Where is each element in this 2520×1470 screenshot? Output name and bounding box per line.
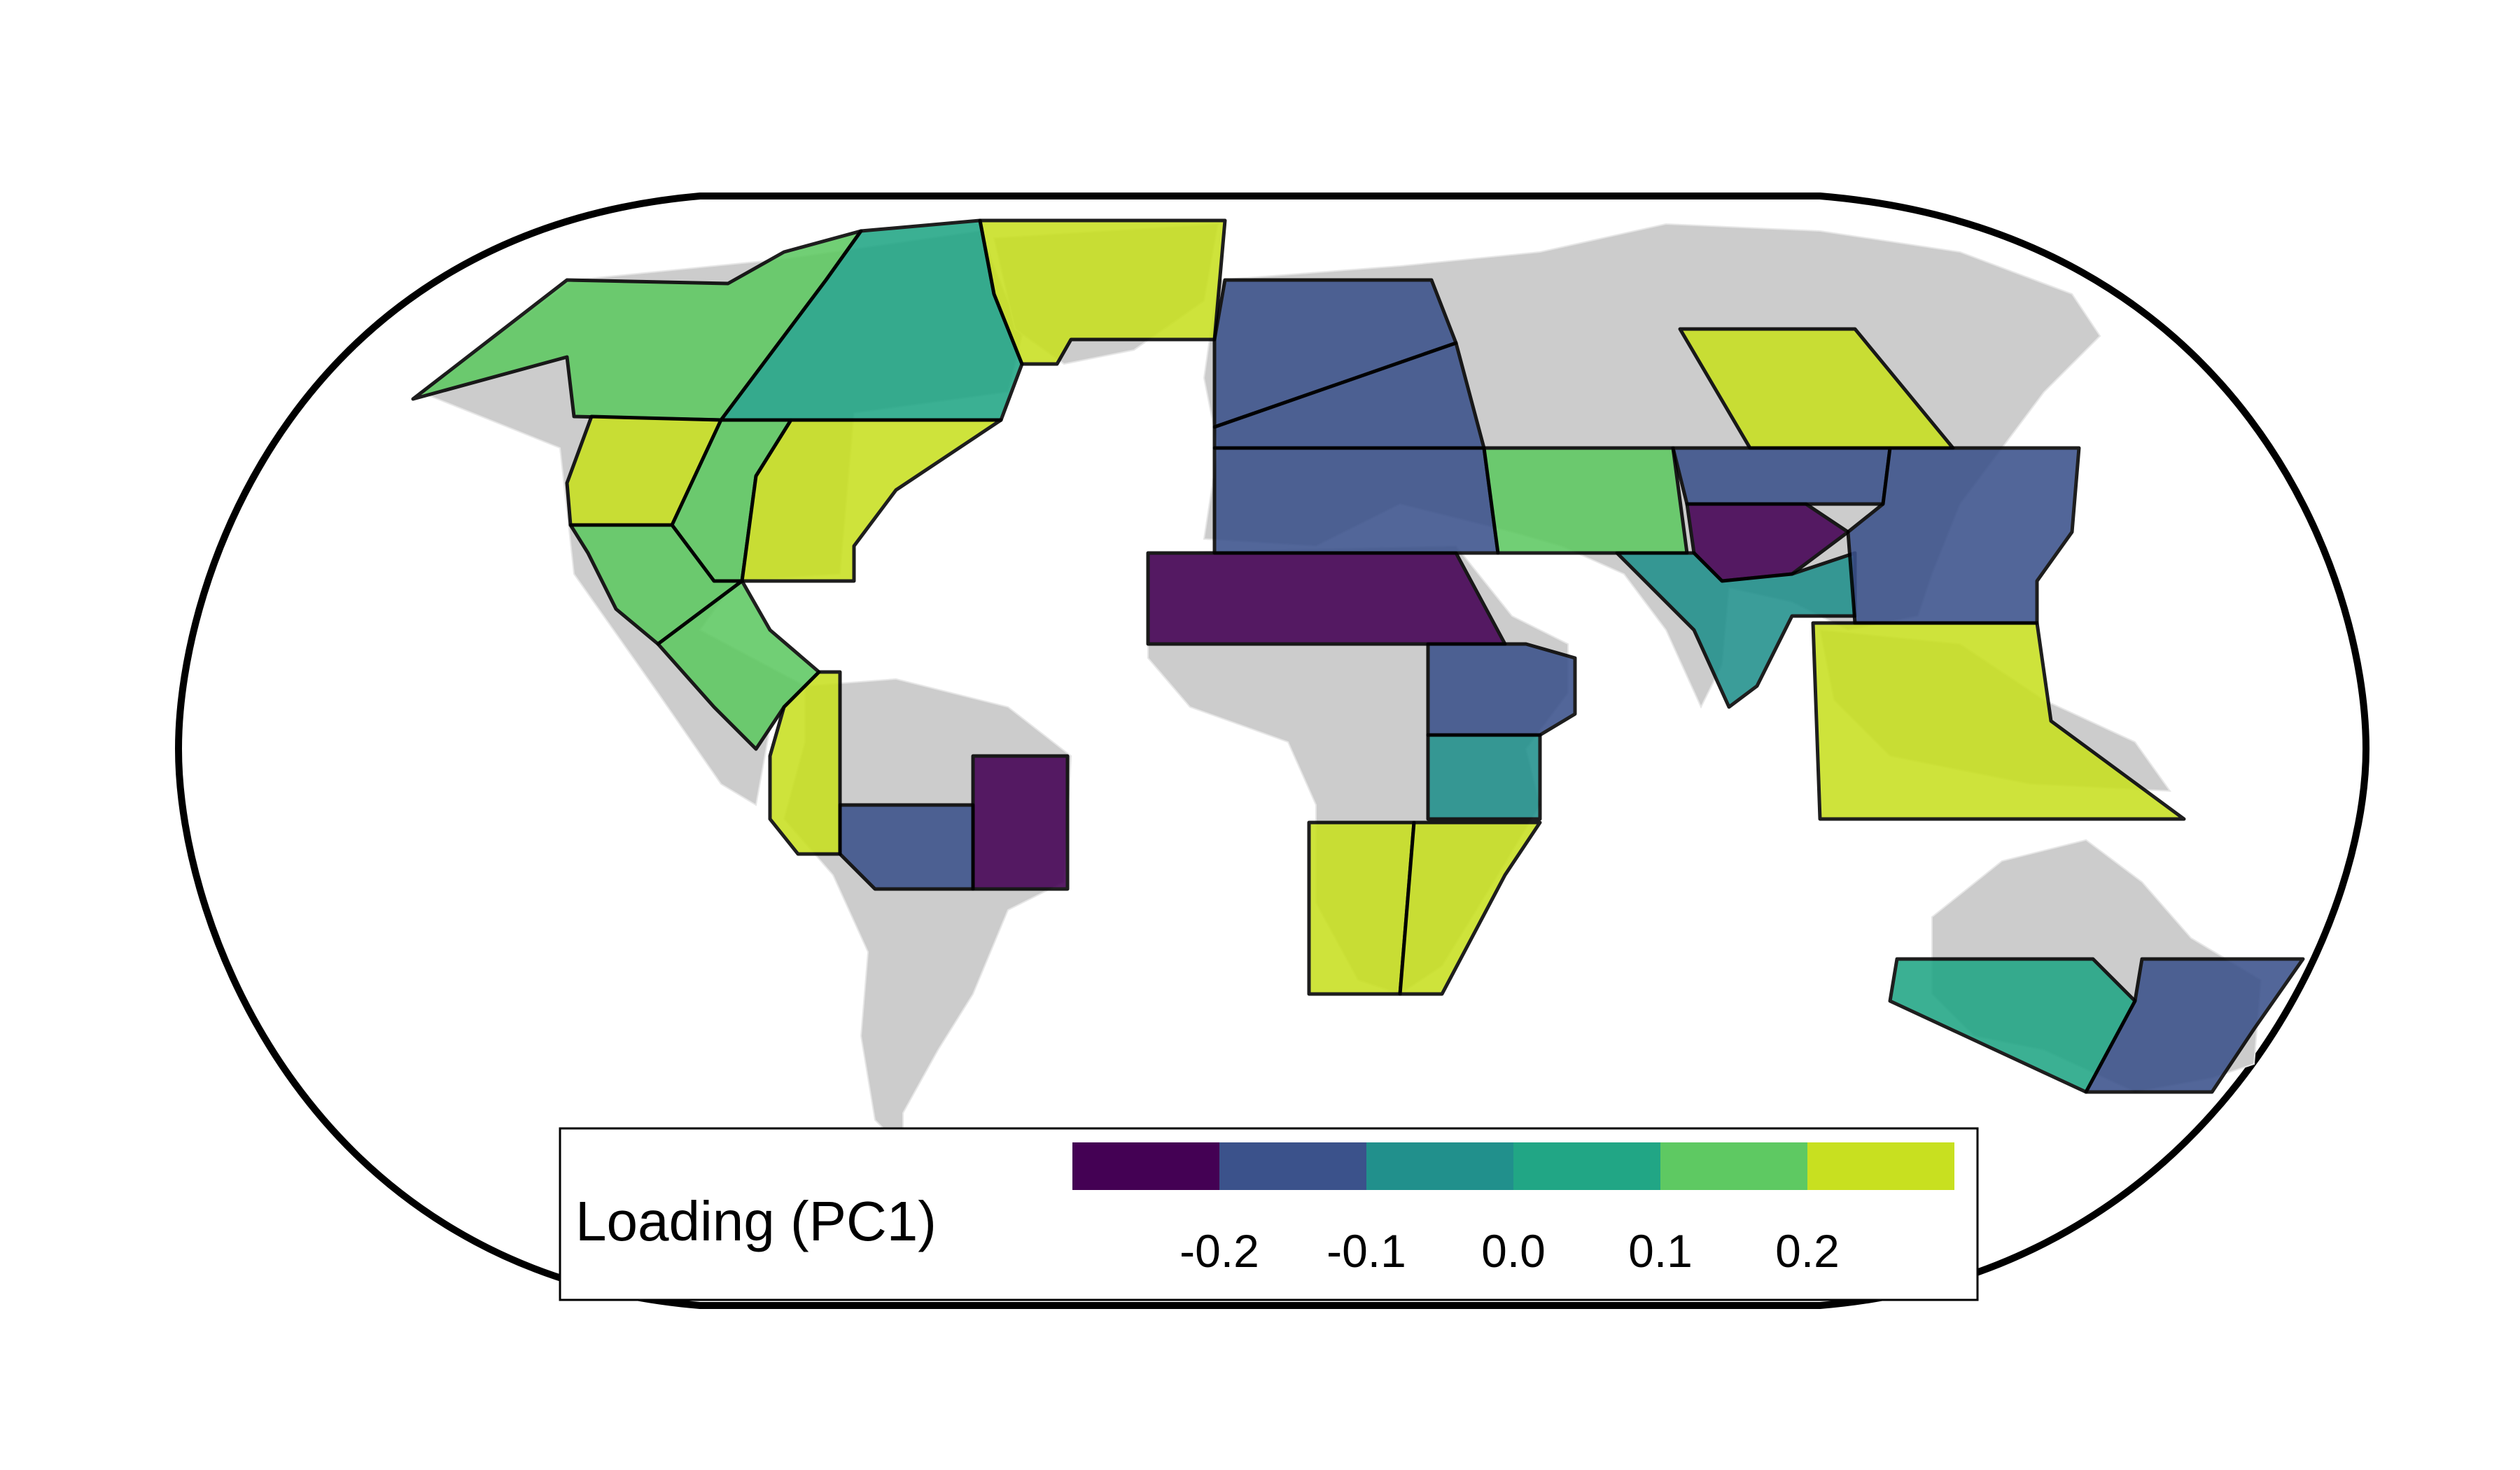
greenland-iceland	[978, 218, 1227, 366]
colorbar-ticks: -0.2 -0.1 0.0 0.1 0.2	[1180, 1225, 1840, 1277]
colorbar	[1072, 1142, 1954, 1190]
colorbar-tick-label: 0.1	[1628, 1225, 1693, 1277]
legend-title: Loading (PC1)	[575, 1190, 937, 1252]
north-eastern-africa	[1426, 642, 1577, 737]
new-zealand	[2084, 957, 2305, 1094]
south-eastern-africa	[1426, 733, 1542, 821]
north-eastern-south-america	[971, 754, 1070, 891]
colorbar-tick-label: -0.1	[1326, 1225, 1406, 1277]
colorbar-tick-label: 0.0	[1481, 1225, 1546, 1277]
east-siberia	[1678, 327, 1955, 450]
regions-layer	[411, 218, 2305, 1094]
colorbar-tick-label: 0.2	[1775, 1225, 1840, 1277]
colorbar-segment	[1660, 1142, 1807, 1190]
colorbar-segment	[1513, 1142, 1660, 1190]
eastern-southern-africa	[1398, 820, 1542, 996]
colorbar-segment	[1807, 1142, 1954, 1190]
south-east-asia	[1811, 621, 2186, 821]
north-western-south-america	[768, 670, 842, 856]
mediterranean	[1212, 446, 1500, 555]
western-southern-africa	[1307, 820, 1416, 996]
west-central-asia	[1482, 446, 1689, 555]
east-central-asia	[1671, 446, 1892, 506]
colorbar-segment	[1219, 1142, 1366, 1190]
colorbar-segment	[1366, 1142, 1513, 1190]
colorbar-segment	[1072, 1142, 1219, 1190]
colorbar-tick-label: -0.2	[1180, 1225, 1259, 1277]
sahara	[1146, 551, 1507, 646]
eastern-north-america	[740, 418, 1003, 583]
legend: Loading (PC1) -0.2 -0.1 0.0 0.1 0.2	[559, 1127, 1979, 1301]
south-american-monsoon	[838, 803, 975, 891]
